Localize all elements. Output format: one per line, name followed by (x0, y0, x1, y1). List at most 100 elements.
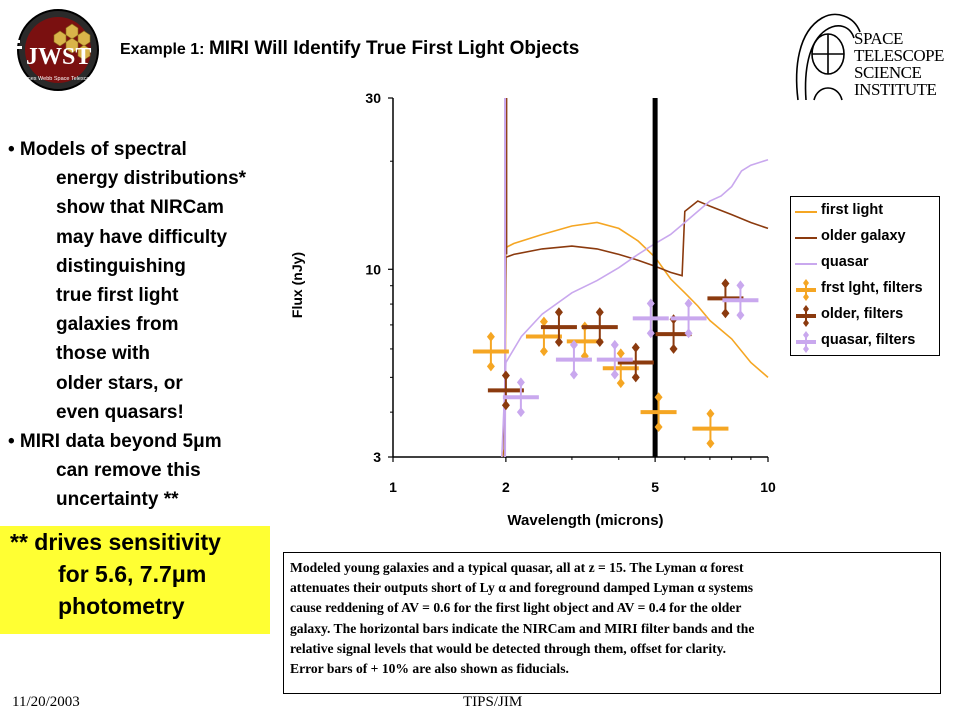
filter-errorbar-cap (631, 372, 640, 383)
legend-line-icon (795, 211, 817, 213)
filter-errorbar-cap (516, 377, 525, 388)
filter-errorbar-cap (736, 280, 745, 291)
legend-line-icon (795, 237, 817, 239)
bullet-1-line: energy distributions* (56, 168, 247, 190)
caption-line: relative signal levels that would be det… (290, 640, 727, 656)
legend-label: quasar (821, 254, 869, 270)
figure-caption: Modeled young galaxies and a typical qua… (283, 552, 941, 694)
y-axis-label: Flux (nJy) (289, 252, 305, 318)
bullet-1-line: • Models of spectral (8, 139, 187, 160)
filter-errorbar-cap (706, 438, 715, 449)
slide-footer: TIPS/JIM (463, 694, 523, 710)
x-tick-label: 1 (389, 479, 397, 495)
filter-errorbar-cap (684, 298, 693, 309)
stsci-line-1: SPACE (854, 29, 903, 48)
filter-errorbar-cap (721, 308, 730, 319)
filter-errorbar-cap (736, 310, 745, 321)
legend-marker-icon (796, 331, 816, 353)
legend-line-icon (795, 263, 817, 265)
stsci-line-2: TELESCOPE (854, 46, 944, 65)
filter-errorbar-cap (595, 336, 604, 347)
bullet-2-line: uncertainty ** (56, 489, 179, 511)
bullet-1-line: may have difficulty (56, 226, 228, 248)
filter-errorbar-cap (554, 336, 563, 347)
highlight-box: ** drives sensitivity for 5.6, 7.7μm pho… (0, 526, 270, 634)
filter-errorbar-cap (610, 369, 619, 380)
legend-label: quasar, filters (821, 332, 916, 348)
slide-title: Example 1: MIRI Will Identify True First… (120, 38, 579, 60)
y-tick-label: 3 (373, 449, 381, 465)
jwst-logo-subtext: James Webb Space Telescope (20, 76, 95, 82)
legend-item-quasar: quasar (791, 253, 939, 275)
title-prefix: Example 1: (120, 41, 209, 58)
filter-errorbar-cap (569, 369, 578, 380)
filter-errorbar-cap (486, 331, 495, 342)
legend-item-first-light: first light (791, 201, 939, 223)
slide-date: 11/20/2003 (12, 694, 80, 710)
filter-errorbar-cap (501, 370, 510, 381)
x-axis-label: Wavelength (microns) (507, 512, 663, 529)
highlight-line: ** drives sensitivity (10, 529, 221, 555)
filter-errorbar-cap (539, 346, 548, 357)
bullet-1: • Models of spectral energy distribution… (8, 135, 308, 427)
filter-errorbar-cap (631, 342, 640, 353)
filter-errorbar-cap (616, 378, 625, 389)
bullet-1-line: true first light (56, 285, 179, 307)
x-tick-label: 2 (502, 479, 510, 495)
legend-item-first-filters: frst lght, filters (791, 279, 939, 301)
legend-item-older-filters: older, filters (791, 305, 939, 327)
legend-label: first light (821, 202, 884, 218)
jwst-logo-text: JWST (26, 44, 91, 70)
bullet-1-line: older stars, or (56, 372, 183, 394)
caption-line: attenuates their outputs short of Ly α a… (290, 580, 754, 596)
bullet-2: • MIRI data beyond 5μm can remove this u… (8, 427, 308, 515)
series-line-quasar (501, 158, 769, 457)
bullet-list: • Models of spectral energy distribution… (8, 135, 308, 515)
title-main: MIRI Will Identify True First Light Obje… (208, 38, 580, 59)
legend-label: frst lght, filters (821, 280, 923, 296)
filter-errorbar-cap (646, 298, 655, 309)
y-tick-label: 10 (365, 261, 381, 277)
caption-line: Modeled young galaxies and a typical qua… (290, 560, 744, 575)
curves-group (501, 98, 769, 457)
filter-errorbar-cap (554, 307, 563, 318)
chart-legend: first light older galaxy quasar frst lgh… (790, 196, 940, 356)
caption-line: Error bars of + 10% are also shown as fi… (290, 661, 569, 677)
bullet-2-line: can remove this (56, 460, 201, 482)
filter-errorbar-cap (595, 307, 604, 318)
filter-errorbar-cap (646, 328, 655, 339)
filter-errorbar-cap (654, 392, 663, 403)
filter-errorbar-cap (501, 400, 510, 411)
x-tick-label: 10 (760, 479, 776, 495)
caption-line: galaxy. The horizontal bars indicate the… (290, 620, 755, 636)
x-tick-label: 5 (651, 479, 659, 495)
filter-errorbar-cap (569, 339, 578, 350)
bullet-1-line: distinguishing (56, 255, 186, 277)
legend-item-older-galaxy: older galaxy (791, 227, 939, 249)
bullet-1-line: even quasars! (56, 401, 184, 423)
bullet-1-line: those with (56, 343, 150, 365)
filter-errorbar-cap (539, 316, 548, 327)
filter-errorbar-cap (684, 328, 693, 339)
highlight-line: photometry (58, 593, 185, 619)
filter-errorbar-cap (516, 407, 525, 418)
y-tick-label: 30 (365, 90, 381, 106)
stsci-line-4: INSTITUTE (854, 80, 936, 99)
caption-line: cause reddening of AV = 0.6 for the firs… (290, 600, 742, 616)
legend-label: older, filters (821, 306, 904, 322)
series-line-first-light (501, 221, 769, 457)
filter-errorbar-cap (610, 339, 619, 350)
filter-errorbar-cap (616, 348, 625, 359)
stsci-line-3: SCIENCE (854, 63, 921, 82)
highlight-line: for 5.6, 7.7μm (58, 561, 207, 587)
bullet-1-line: galaxies from (56, 314, 179, 336)
jwst-logo: JWST James Webb Space Telescope (4, 4, 104, 96)
filter-errorbar-cap (486, 361, 495, 372)
filter-errorbar-cap (706, 408, 715, 419)
legend-marker-icon (796, 305, 816, 327)
filter-errorbar-cap (654, 422, 663, 433)
filter-errorbar-cap (669, 343, 678, 354)
bullet-2-line: • MIRI data beyond 5μm (8, 431, 222, 453)
bullet-1-line: show that NIRCam (56, 197, 224, 219)
